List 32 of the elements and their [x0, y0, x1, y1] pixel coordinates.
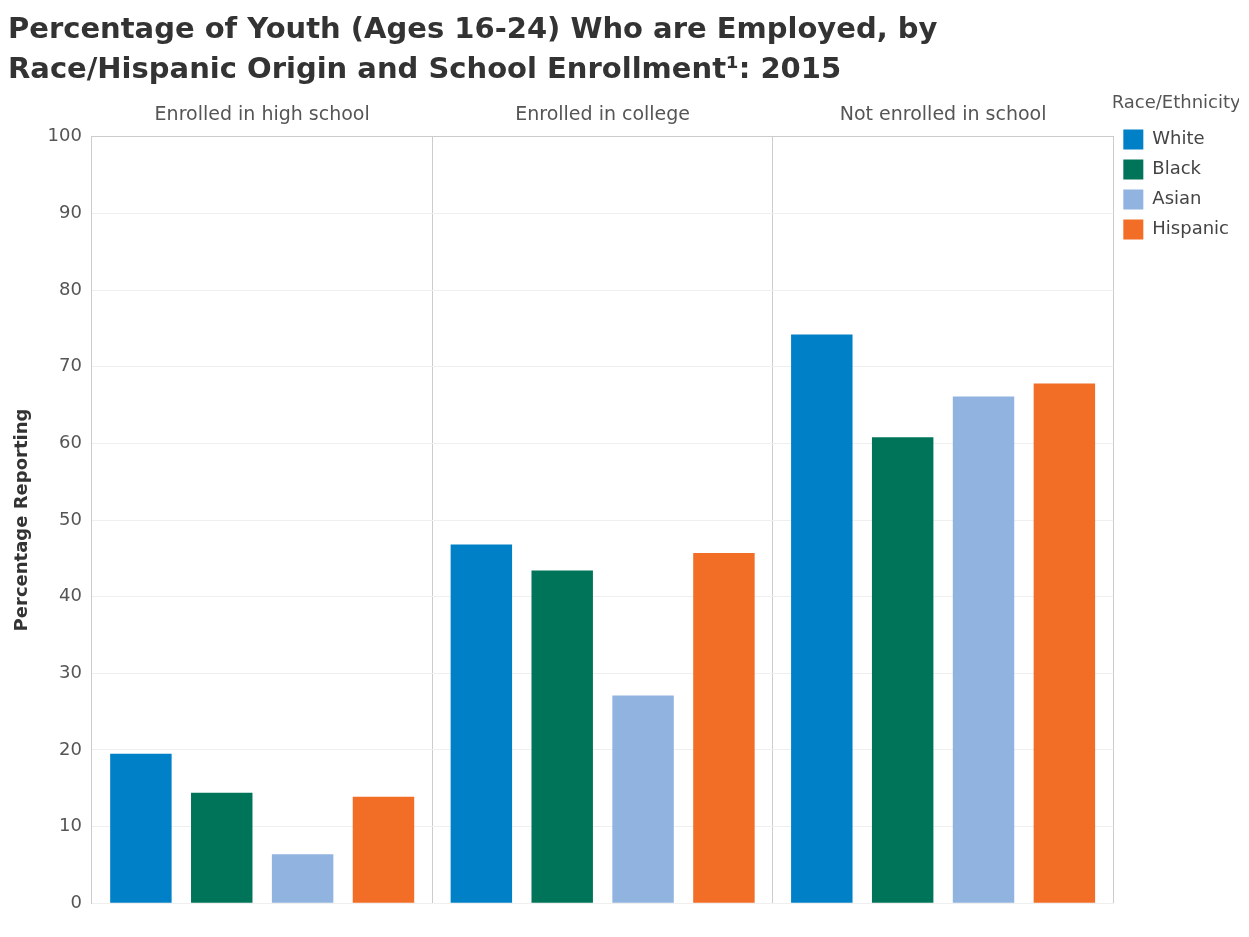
y-tick-label: 50 [59, 507, 82, 529]
y-tick-label: 90 [59, 201, 82, 223]
bar [612, 695, 674, 903]
legend-label: Asian [1152, 187, 1202, 209]
bar [110, 753, 172, 903]
y-tick-label: 0 [70, 890, 82, 912]
y-tick-label: 100 [47, 124, 82, 146]
bar [352, 796, 415, 903]
chart-title: Percentage of Youth (Ages 16-24) Who are Employed, by Race/Hispanic Origin and School Enrollment¹: 2015 [8, 10, 939, 87]
x-tick-label: Enrolled in college [515, 102, 691, 125]
bar [952, 396, 1015, 903]
y-axis-title: Percentage Reporting [10, 408, 32, 632]
y-tick-label: 10 [59, 814, 82, 836]
y-tick-label: 40 [59, 584, 82, 606]
bar [791, 334, 853, 903]
legend-label: White [1152, 127, 1205, 149]
bar [693, 552, 755, 903]
bar [531, 570, 593, 903]
y-tick-label: 30 [59, 660, 82, 682]
bar [871, 437, 934, 903]
bar [271, 854, 334, 903]
y-tick-label: 80 [59, 277, 82, 299]
x-tick-label: Not enrolled in school [839, 102, 1047, 125]
legend-label: Black [1152, 157, 1202, 179]
y-tick-label: 70 [59, 354, 82, 376]
bar [191, 792, 253, 903]
bar [1033, 383, 1096, 903]
x-tick-label: Enrolled in high school [154, 102, 370, 125]
bar [450, 544, 513, 903]
legend-label: Hispanic [1152, 217, 1230, 239]
y-tick-label: 20 [59, 737, 82, 759]
y-tick-label: 60 [59, 431, 82, 453]
